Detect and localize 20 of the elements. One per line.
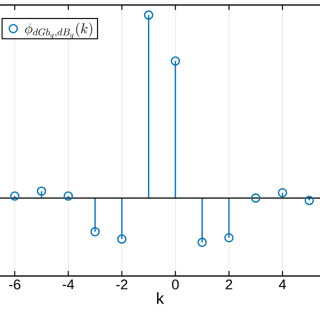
- point: [170, 56, 180, 66]
- x-tick-label: 0: [172, 280, 179, 290]
- x-axis-title: k: [157, 292, 164, 304]
- x-tick-label: -6: [9, 280, 20, 290]
- point: [304, 196, 314, 206]
- point: [64, 191, 73, 201]
- point: [10, 191, 20, 201]
- point: [198, 238, 207, 247]
- point: [90, 227, 100, 236]
- point: [117, 234, 126, 244]
- x-tick-label: 2: [226, 280, 232, 290]
- point: [36, 186, 46, 196]
- legend-label: $\phi_{dGb_q, dB_q}(k)$: [25, 22, 92, 38]
- point: [144, 10, 154, 20]
- point: [251, 193, 260, 203]
- x-tick-label: 4: [278, 280, 286, 290]
- point: [224, 233, 234, 242]
- point: [278, 188, 288, 198]
- x-tick-label: -4: [62, 280, 74, 290]
- x-tick-label: -2: [116, 280, 128, 290]
